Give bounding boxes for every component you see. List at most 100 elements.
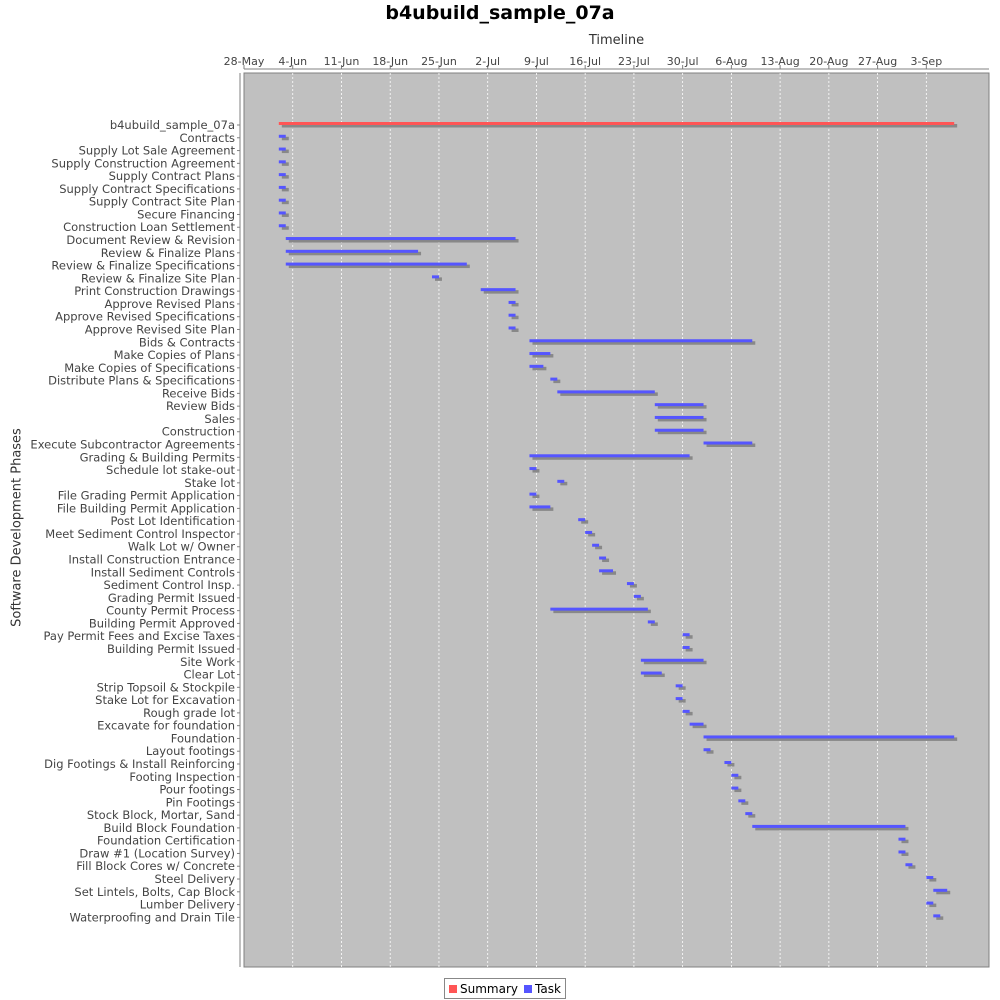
- x-tick-label: 6-Aug: [715, 55, 747, 68]
- task-bar: [278, 211, 286, 215]
- task-bar: [682, 633, 690, 637]
- task-bar: [675, 697, 683, 701]
- task-bar-shadow: [288, 251, 422, 256]
- task-bar: [529, 364, 544, 368]
- task-bar-shadow: [595, 545, 603, 550]
- legend: Summary Task: [444, 978, 566, 999]
- task-label: Dig Footings & Install Reinforcing: [44, 757, 235, 771]
- task-label: Pin Footings: [166, 795, 235, 809]
- x-tick-label: 28-May: [224, 55, 265, 68]
- task-label: Layout footings: [146, 744, 235, 758]
- task-bar-shadow: [532, 456, 693, 460]
- task-label: Bids & Contracts: [139, 335, 235, 349]
- task-bar: [285, 237, 516, 241]
- task-bar: [703, 748, 711, 752]
- task-bar-shadow: [281, 175, 289, 179]
- task-bar-shadow: [281, 200, 289, 205]
- task-bar-shadow: [281, 162, 289, 166]
- x-tick-label: 11-Jun: [324, 55, 360, 68]
- task-label: Contracts: [180, 131, 235, 145]
- task-bar: [278, 185, 286, 189]
- task-bar: [557, 390, 655, 394]
- task-bar: [578, 518, 586, 522]
- legend-item-task: Task: [524, 982, 561, 996]
- task-bar-shadow: [511, 328, 519, 332]
- task-label: Distribute Plans & Specifications: [48, 374, 235, 388]
- task-bar-shadow: [532, 507, 554, 511]
- task-bar: [508, 313, 516, 317]
- task-bar-shadow: [288, 239, 519, 243]
- task-bar-shadow: [657, 430, 707, 435]
- task-bar: [529, 505, 551, 509]
- task-bar: [529, 352, 551, 356]
- task-label: Set Lintels, Bolts, Cap Block: [74, 885, 235, 899]
- task-bar-shadow: [281, 187, 289, 192]
- task-label: Site Work: [180, 655, 235, 669]
- x-tick-label: 30-Jul: [667, 55, 699, 68]
- task-bar-shadow: [755, 826, 909, 831]
- task-label: b4ubuild_sample_07a: [110, 118, 235, 132]
- task-bar: [285, 249, 419, 253]
- task-bar-shadow: [553, 609, 651, 614]
- task-bar: [592, 543, 600, 547]
- x-tick-label: 23-Jul: [618, 55, 650, 68]
- task-bar: [529, 339, 753, 343]
- task-bar: [278, 160, 286, 164]
- task-bar: [480, 288, 516, 292]
- task-bar-shadow: [532, 469, 540, 473]
- task-bar-shadow: [929, 903, 937, 908]
- task-bar: [599, 569, 614, 573]
- task-label: Stake Lot for Excavation: [95, 693, 235, 707]
- task-bar: [724, 761, 732, 764]
- task-bar-shadow: [685, 711, 693, 716]
- task-label: Grading Permit Issued: [108, 591, 235, 605]
- task-bar-shadow: [560, 392, 658, 396]
- task-label: Foundation: [171, 731, 235, 745]
- task-bar: [278, 198, 286, 202]
- task-label: Print Construction Drawings: [74, 284, 235, 298]
- task-bar: [926, 901, 934, 905]
- x-tick-label: 16-Jul: [569, 55, 601, 68]
- task-bar-shadow: [748, 814, 756, 818]
- x-tick-label: 18-Jun: [372, 55, 408, 68]
- task-bar: [529, 454, 690, 458]
- task-bar-shadow: [929, 878, 937, 882]
- task-bar: [626, 582, 634, 586]
- task-label: Review Bids: [166, 399, 235, 413]
- task-bar: [682, 645, 690, 649]
- legend-label-task: Task: [535, 981, 561, 996]
- task-bar: [508, 326, 516, 330]
- task-label: Steel Delivery: [154, 872, 235, 886]
- task-bar-shadow: [560, 481, 568, 486]
- task-label: Grading & Building Permits: [80, 450, 235, 464]
- task-bar-shadow: [643, 660, 707, 665]
- task-label: File Building Permit Application: [57, 501, 235, 515]
- x-tick-label: 25-Jun: [421, 55, 457, 68]
- task-bar: [285, 262, 467, 266]
- task-bar-shadow: [602, 571, 617, 575]
- legend-swatch-summary: [449, 984, 457, 993]
- task-bar: [731, 786, 739, 790]
- task-bar-shadow: [511, 302, 519, 307]
- x-tick-label: 3-Sep: [910, 55, 942, 68]
- task-bar: [731, 773, 739, 777]
- task-bar: [647, 620, 655, 624]
- task-bar-shadow: [734, 775, 742, 780]
- task-bar-shadow: [936, 916, 944, 920]
- task-bar: [898, 850, 906, 854]
- task-bar-shadow: [678, 686, 686, 690]
- task-bar: [640, 671, 662, 675]
- task-bar-shadow: [727, 763, 735, 767]
- task-bar: [675, 684, 683, 688]
- task-bar: [529, 467, 537, 471]
- x-tick-label: 20-Aug: [809, 55, 848, 68]
- task-bar: [278, 134, 286, 138]
- task-bar: [633, 594, 641, 598]
- task-label: Rough grade lot: [143, 706, 235, 720]
- task-bar-shadow: [706, 443, 756, 447]
- task-bar-shadow: [281, 124, 958, 128]
- task-bar: [933, 914, 941, 918]
- task-bar: [508, 300, 516, 304]
- task-label: Draw #1 (Location Survey): [79, 846, 235, 860]
- task-bar-shadow: [532, 366, 547, 371]
